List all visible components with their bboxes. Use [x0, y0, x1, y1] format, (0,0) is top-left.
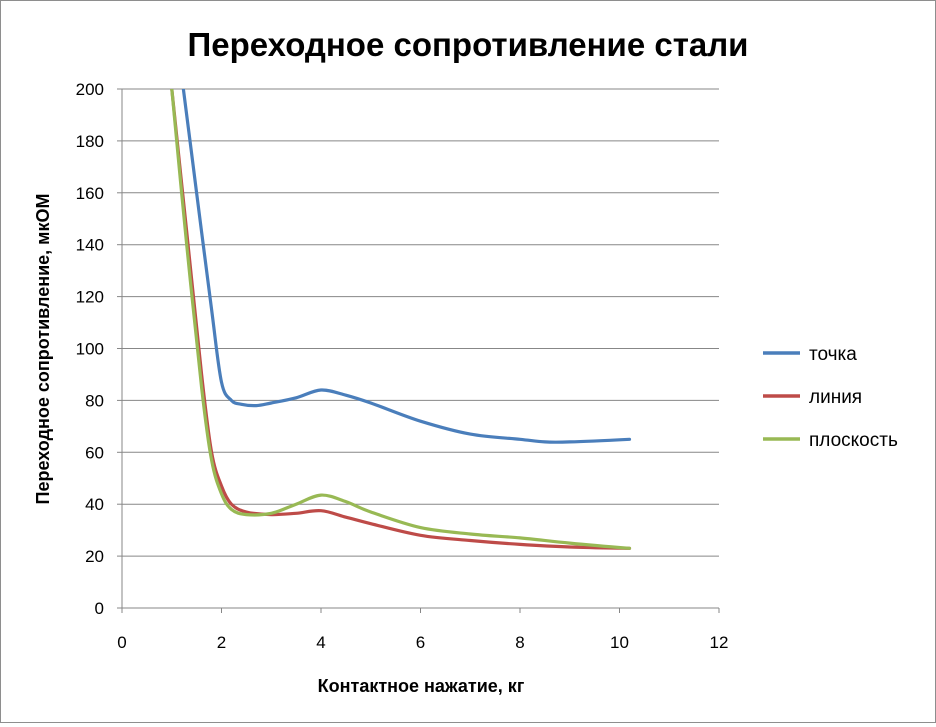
legend-label: линия — [809, 387, 862, 408]
x-axis-title: Контактное нажатие, кг — [318, 676, 525, 696]
x-tick-label: 4 — [316, 633, 325, 652]
y-tick-label: 40 — [85, 495, 104, 514]
y-tick-label: 180 — [76, 132, 104, 151]
x-tick-label: 10 — [610, 633, 629, 652]
grid-layer — [122, 88, 719, 557]
legend-label: плоскость — [809, 430, 898, 451]
chart-title: Переходное сопротивление стали — [188, 26, 749, 63]
y-tick-label: 80 — [85, 391, 104, 410]
y-tick-label: 0 — [95, 599, 104, 618]
series-line-0 — [181, 89, 632, 444]
x-tick-label: 6 — [416, 633, 425, 652]
axes-layer: 0 20 40 60 80 100 120 140 160 180 200 0 2 4 6 8 10 12 — [76, 80, 729, 652]
x-tick-label: 0 — [117, 633, 126, 652]
y-tick-label: 100 — [76, 340, 104, 359]
y-tick-label: 60 — [85, 443, 104, 462]
y-tick-label: 200 — [76, 80, 104, 99]
series-line-1 — [170, 89, 632, 550]
x-tick-label: 2 — [217, 633, 226, 652]
y-tick-label: 160 — [76, 184, 104, 203]
x-tick-label: 8 — [515, 633, 524, 652]
y-axis-title: Переходное сопротивление, мкОМ — [33, 194, 53, 505]
legend-label: точка — [809, 344, 857, 365]
x-tick-label: 12 — [710, 633, 729, 652]
y-tick-label: 20 — [85, 547, 104, 566]
y-tick-label: 120 — [76, 288, 104, 307]
legend: точка линия плоскость — [763, 344, 898, 451]
y-tick-label: 140 — [76, 236, 104, 255]
series-layer — [170, 89, 632, 550]
series-line-2 — [170, 89, 632, 550]
